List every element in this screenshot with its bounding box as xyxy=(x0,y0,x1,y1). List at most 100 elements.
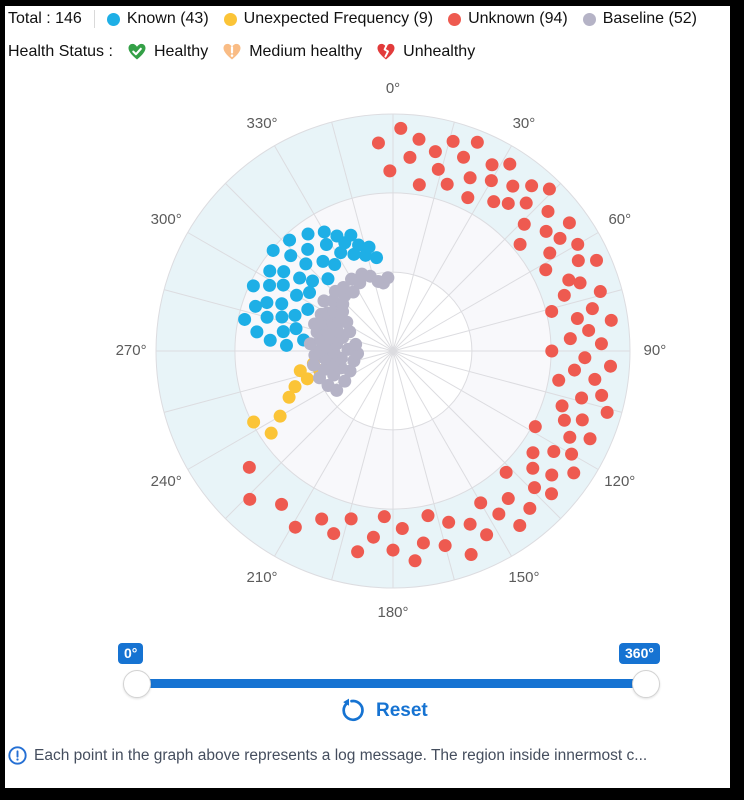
data-point-unknown[interactable] xyxy=(431,162,445,176)
data-point-known[interactable] xyxy=(276,278,290,292)
data-point-known[interactable] xyxy=(246,279,260,293)
reset-button[interactable]: Reset xyxy=(339,698,428,723)
data-point-known[interactable] xyxy=(352,238,366,252)
data-point-unknown[interactable] xyxy=(588,372,602,386)
data-point-unknown[interactable] xyxy=(442,515,456,529)
data-point-unknown[interactable] xyxy=(394,121,408,135)
data-point-known[interactable] xyxy=(238,312,252,326)
data-point-unknown[interactable] xyxy=(562,216,576,230)
data-point-baseline[interactable] xyxy=(336,281,350,295)
data-point-unknown[interactable] xyxy=(545,304,559,318)
data-point-unknown[interactable] xyxy=(440,177,454,191)
data-point-unknown[interactable] xyxy=(461,191,475,205)
data-point-unknown[interactable] xyxy=(416,536,430,550)
data-point-unknown[interactable] xyxy=(575,413,589,427)
data-point-known[interactable] xyxy=(260,310,274,324)
data-point-baseline[interactable] xyxy=(340,315,354,329)
data-point-unknown[interactable] xyxy=(593,285,607,299)
data-point-unknown[interactable] xyxy=(412,132,426,146)
legend-item-unexpected-frequency[interactable]: Unexpected Frequency (9) xyxy=(223,10,433,28)
data-point-unknown[interactable] xyxy=(541,204,555,218)
data-point-unknown[interactable] xyxy=(438,539,452,553)
data-point-unknown[interactable] xyxy=(543,246,557,260)
legend-item-unknown[interactable]: Unknown (94) xyxy=(448,10,568,28)
data-point-unknown[interactable] xyxy=(562,273,576,287)
data-point-known[interactable] xyxy=(260,296,274,310)
data-point-unknown[interactable] xyxy=(386,543,400,557)
data-point-known[interactable] xyxy=(319,237,333,251)
data-point-baseline[interactable] xyxy=(307,358,321,372)
data-point-unexpected-frequency[interactable] xyxy=(247,415,261,429)
data-point-unknown[interactable] xyxy=(570,311,584,325)
data-point-unknown[interactable] xyxy=(582,323,596,337)
data-point-unexpected-frequency[interactable] xyxy=(264,426,278,440)
data-point-unknown[interactable] xyxy=(470,135,484,149)
data-point-unknown[interactable] xyxy=(523,501,537,515)
data-point-unknown[interactable] xyxy=(595,388,609,402)
data-point-unknown[interactable] xyxy=(327,527,341,541)
data-point-known[interactable] xyxy=(317,225,331,239)
data-point-unknown[interactable] xyxy=(457,150,471,164)
data-point-unknown[interactable] xyxy=(545,344,559,358)
data-point-known[interactable] xyxy=(301,227,315,241)
data-point-unknown[interactable] xyxy=(428,145,442,159)
data-point-unknown[interactable] xyxy=(553,231,567,245)
data-point-unknown[interactable] xyxy=(567,466,581,480)
data-point-unknown[interactable] xyxy=(366,530,380,544)
data-point-baseline[interactable] xyxy=(349,337,363,351)
data-point-unknown[interactable] xyxy=(499,465,513,479)
data-point-unknown[interactable] xyxy=(557,288,571,302)
data-point-unknown[interactable] xyxy=(565,447,579,461)
data-point-unknown[interactable] xyxy=(583,432,597,446)
data-point-unknown[interactable] xyxy=(403,150,417,164)
data-point-known[interactable] xyxy=(290,288,304,302)
data-point-unknown[interactable] xyxy=(552,373,566,387)
data-point-unknown[interactable] xyxy=(492,507,506,521)
legend-item-baseline[interactable]: Baseline (52) xyxy=(582,10,697,28)
data-point-unknown[interactable] xyxy=(503,157,517,171)
data-point-unknown[interactable] xyxy=(487,195,501,209)
data-point-unknown[interactable] xyxy=(590,253,604,267)
data-point-unknown[interactable] xyxy=(557,413,571,427)
data-point-unknown[interactable] xyxy=(571,254,585,268)
data-point-unknown[interactable] xyxy=(243,492,257,506)
data-point-unknown[interactable] xyxy=(513,518,527,532)
data-point-baseline[interactable] xyxy=(346,285,360,299)
data-point-unknown[interactable] xyxy=(578,351,592,365)
data-point-unknown[interactable] xyxy=(480,528,494,542)
data-point-unknown[interactable] xyxy=(545,487,559,501)
data-point-unknown[interactable] xyxy=(571,237,585,251)
data-point-unknown[interactable] xyxy=(464,548,478,562)
data-point-unexpected-frequency[interactable] xyxy=(288,380,302,394)
data-point-baseline[interactable] xyxy=(308,317,322,331)
data-point-unknown[interactable] xyxy=(542,182,556,196)
data-point-known[interactable] xyxy=(293,271,307,285)
data-point-known[interactable] xyxy=(344,228,358,242)
data-point-unknown[interactable] xyxy=(600,405,614,419)
data-point-known[interactable] xyxy=(249,299,263,313)
data-point-known[interactable] xyxy=(362,240,376,254)
data-point-unknown[interactable] xyxy=(604,313,618,327)
data-point-known[interactable] xyxy=(284,249,298,263)
data-point-unknown[interactable] xyxy=(377,510,391,524)
data-point-known[interactable] xyxy=(370,251,384,265)
data-point-known[interactable] xyxy=(328,258,342,272)
data-point-known[interactable] xyxy=(277,265,291,279)
data-point-unknown[interactable] xyxy=(528,420,542,434)
data-point-unknown[interactable] xyxy=(501,492,515,506)
data-point-unknown[interactable] xyxy=(463,171,477,185)
data-point-unknown[interactable] xyxy=(383,164,397,178)
data-point-known[interactable] xyxy=(316,254,330,268)
data-point-unknown[interactable] xyxy=(547,444,561,458)
data-point-unknown[interactable] xyxy=(517,217,531,231)
data-point-unknown[interactable] xyxy=(371,136,385,150)
data-point-known[interactable] xyxy=(306,274,320,288)
data-point-unknown[interactable] xyxy=(575,391,589,405)
data-point-known[interactable] xyxy=(279,338,293,352)
data-point-known[interactable] xyxy=(263,264,277,278)
data-point-unknown[interactable] xyxy=(485,158,499,172)
data-point-unknown[interactable] xyxy=(563,332,577,346)
data-point-unknown[interactable] xyxy=(408,554,422,568)
data-point-unknown[interactable] xyxy=(288,520,302,534)
data-point-baseline[interactable] xyxy=(338,374,352,388)
